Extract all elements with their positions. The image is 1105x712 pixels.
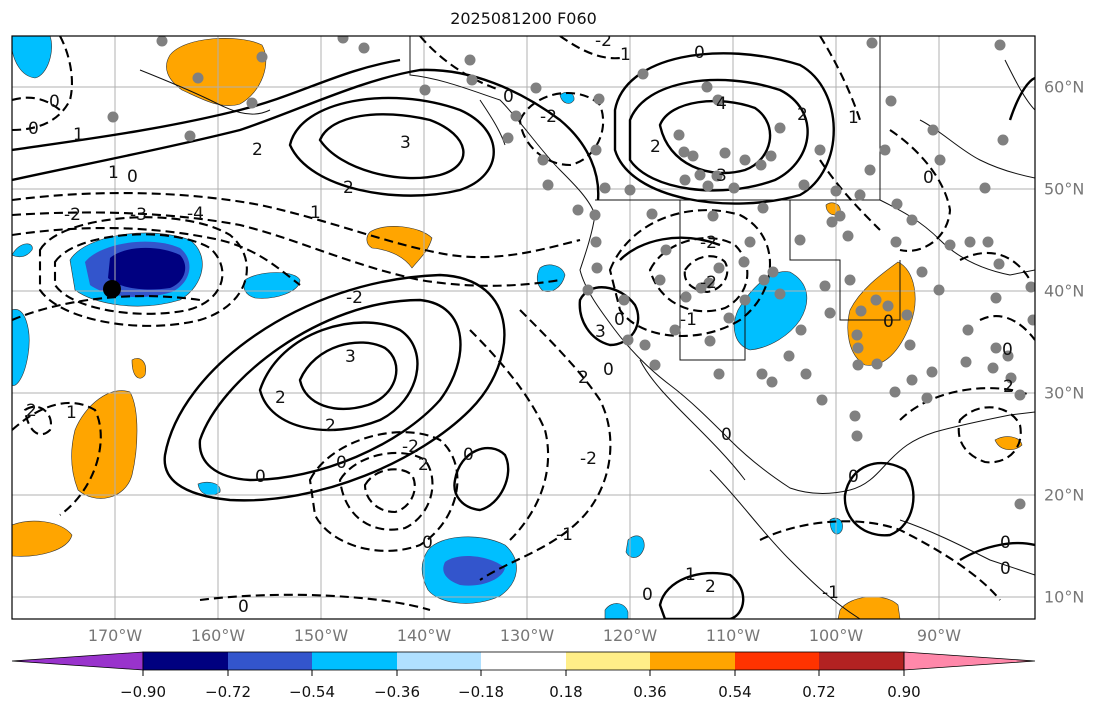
svg-text:1: 1 [848, 108, 859, 128]
svg-text:2: 2 [275, 388, 286, 408]
svg-text:0: 0 [422, 533, 433, 553]
svg-text:3: 3 [345, 347, 356, 367]
svg-text:2: 2 [343, 178, 354, 198]
svg-text:-2: -2 [595, 31, 612, 51]
lon-label: 90°W [916, 626, 962, 645]
svg-text:2: 2 [797, 105, 808, 125]
lat-label: 10°N [1044, 587, 1085, 607]
svg-text:1: 1 [310, 203, 321, 223]
lon-label: 120°W [602, 626, 658, 645]
svg-text:1: 1 [685, 565, 696, 585]
svg-text:0: 0 [694, 43, 705, 63]
svg-text:0: 0 [721, 425, 732, 445]
svg-text:0: 0 [923, 168, 934, 188]
anomaly-fills [12, 36, 1023, 619]
colorbar-tick: 0.72 [802, 683, 836, 701]
svg-text:3: 3 [400, 133, 411, 153]
svg-text:2: 2 [650, 137, 661, 157]
svg-text:-2: -2 [700, 233, 717, 253]
lon-label: 150°W [293, 626, 349, 645]
svg-text:3: 3 [595, 322, 606, 342]
svg-text:2: 2 [1003, 377, 1014, 397]
svg-text:0: 0 [463, 445, 474, 465]
svg-text:0: 0 [1000, 533, 1011, 553]
svg-text:1: 1 [73, 125, 84, 145]
colorbar-tick: 0.90 [887, 683, 921, 701]
svg-text:-4: -4 [187, 204, 204, 224]
svg-text:0: 0 [614, 310, 625, 330]
lon-label: 100°W [808, 626, 864, 645]
colorbar-tick: −0.72 [205, 683, 251, 701]
svg-text:0: 0 [848, 467, 859, 487]
svg-text:1: 1 [108, 163, 119, 183]
svg-text:-1: -1 [680, 310, 697, 330]
positive-contours [12, 52, 1035, 619]
map-frame [11, 35, 1036, 620]
svg-text:0: 0 [603, 360, 614, 380]
lon-label: 110°W [705, 626, 761, 645]
lat-label: 40°N [1044, 281, 1085, 301]
svg-text:2: 2 [26, 401, 37, 421]
svg-text:0: 0 [1002, 340, 1013, 360]
svg-text:2: 2 [252, 140, 263, 160]
svg-text:-1: -1 [556, 525, 573, 545]
svg-text:0: 0 [28, 119, 39, 139]
colorbar-tick: −0.18 [458, 683, 504, 701]
svg-text:-2: -2 [64, 205, 81, 225]
station-markers [107, 36, 1035, 510]
negative-contours [12, 36, 1035, 612]
colorbar-tick: −0.54 [289, 683, 335, 701]
svg-text:0: 0 [503, 87, 514, 107]
svg-text:0: 0 [336, 453, 347, 473]
svg-text:-2: -2 [580, 449, 597, 469]
lon-label: 140°W [396, 626, 452, 645]
svg-text:0: 0 [883, 312, 894, 332]
lat-label: 60°N [1044, 77, 1085, 97]
svg-text:2: 2 [578, 368, 589, 388]
svg-text:-2: -2 [700, 273, 717, 293]
lon-label: 170°W [87, 626, 143, 645]
svg-text:2: 2 [418, 455, 429, 475]
svg-text:2: 2 [705, 577, 716, 597]
svg-text:-1: -1 [822, 583, 839, 603]
svg-text:1: 1 [66, 403, 77, 423]
svg-text:-2: -2 [540, 107, 557, 127]
svg-text:4: 4 [716, 94, 727, 114]
colorbar-tick: 0.36 [633, 683, 667, 701]
colorbar-tick: −0.36 [374, 683, 420, 701]
colorbar-tick: 0.18 [549, 683, 583, 701]
svg-text:2: 2 [325, 416, 336, 436]
svg-text:0: 0 [127, 167, 138, 187]
lat-label: 50°N [1044, 179, 1085, 199]
svg-text:0: 0 [238, 597, 249, 617]
svg-text:-2: -2 [346, 288, 363, 308]
svg-text:0: 0 [49, 92, 60, 112]
lon-label: 130°W [499, 626, 555, 645]
svg-text:0: 0 [1000, 559, 1011, 579]
svg-text:3: 3 [716, 166, 727, 186]
svg-text:-3: -3 [130, 205, 147, 225]
svg-text:1: 1 [620, 45, 631, 65]
colorbar-tick: 0.54 [718, 683, 752, 701]
lat-label: 20°N [1044, 485, 1085, 505]
lon-label: 160°W [190, 626, 246, 645]
contour-labels: 0 0 1 1 0 -2 -3 -4 2 2 3 1 -2 3 2 2 0 0 … [26, 31, 1014, 617]
coastlines [139, 36, 1035, 619]
center-marker [103, 280, 121, 298]
svg-text:-2: -2 [402, 437, 419, 457]
map-title: 2025081200 F060 [450, 9, 597, 28]
svg-text:0: 0 [255, 467, 266, 487]
svg-text:0: 0 [642, 585, 653, 605]
colorbar [11, 651, 1036, 676]
lat-label: 30°N [1044, 383, 1085, 403]
colorbar-tick: −0.90 [120, 683, 166, 701]
